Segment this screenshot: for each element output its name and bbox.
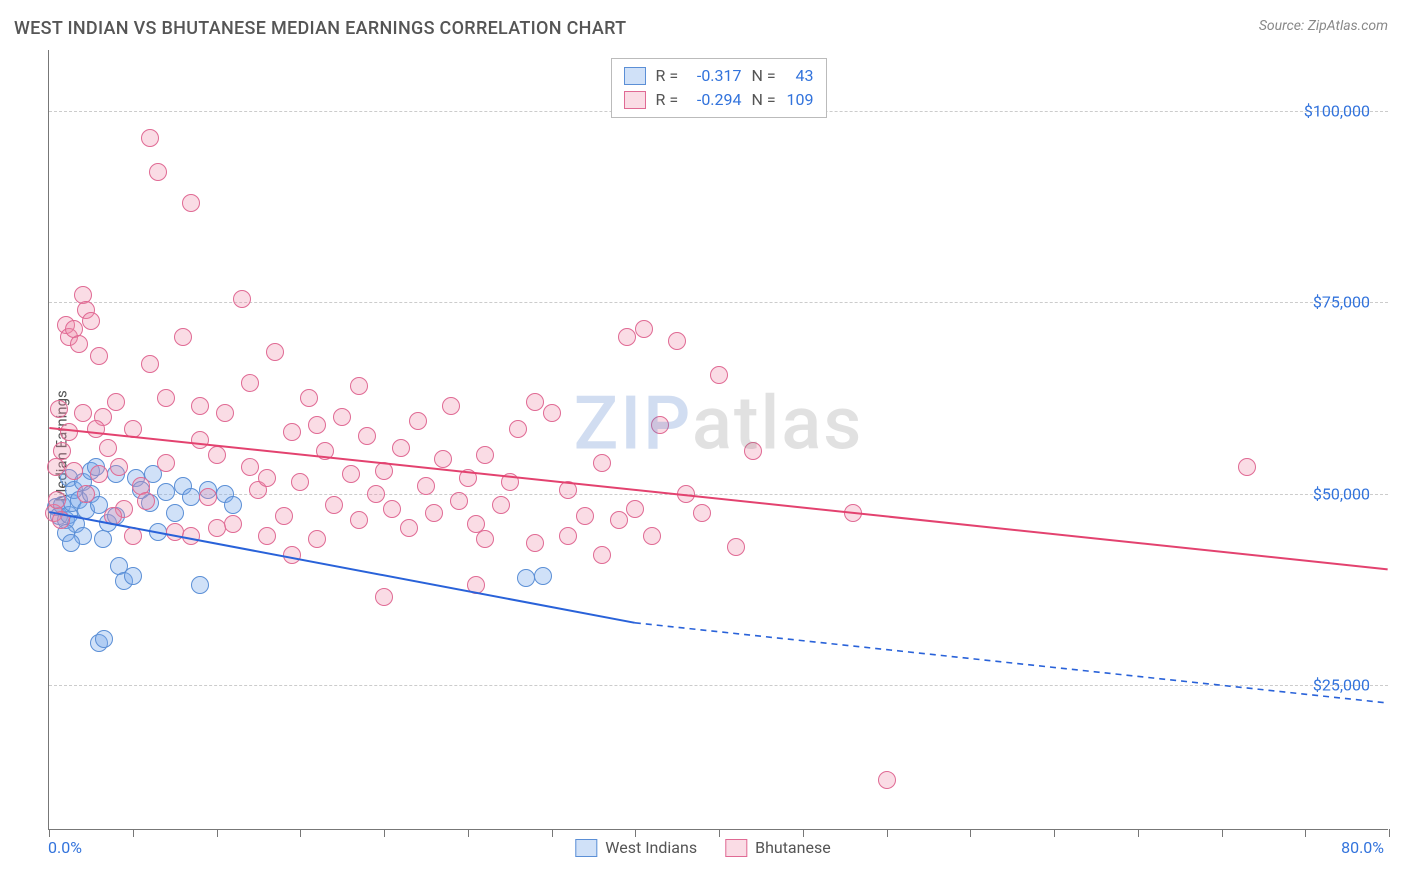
x-tick xyxy=(1054,829,1055,837)
x-axis-min-label: 0.0% xyxy=(48,838,82,857)
legend-swatch-1 xyxy=(575,839,597,857)
chart-title: WEST INDIAN VS BHUTANESE MEDIAN EARNINGS… xyxy=(14,18,626,39)
x-tick xyxy=(133,829,134,837)
stat-n-value-2: 109 xyxy=(778,88,814,112)
x-tick xyxy=(970,829,971,837)
stat-n-label: N = xyxy=(752,88,778,112)
x-tick xyxy=(300,829,301,837)
x-tick xyxy=(1305,829,1306,837)
x-tick xyxy=(384,829,385,837)
swatch-series-1 xyxy=(624,67,646,85)
stats-row-series-1: R =-0.317 N =43 xyxy=(624,64,814,88)
x-tick xyxy=(887,829,888,837)
stats-row-series-2: R =-0.294 N =109 xyxy=(624,88,814,112)
stat-n-value-1: 43 xyxy=(778,64,814,88)
regression-lines-layer xyxy=(49,50,1388,829)
bottom-legend: West Indians Bhutanese xyxy=(575,838,830,857)
x-tick xyxy=(217,829,218,837)
legend-label-2: Bhutanese xyxy=(755,838,831,857)
legend-item-2: Bhutanese xyxy=(725,838,831,857)
stat-r-value-1: -0.317 xyxy=(682,64,742,88)
plot-area: R =-0.317 N =43 R =-0.294 N =109 ZIPatla… xyxy=(48,50,1388,830)
x-tick xyxy=(719,829,720,837)
source-attribution: Source: ZipAtlas.com xyxy=(1259,18,1388,34)
x-tick xyxy=(803,829,804,837)
x-tick xyxy=(1222,829,1223,837)
stat-r-label: R = xyxy=(656,88,682,112)
x-tick xyxy=(635,829,636,837)
regression-line xyxy=(635,623,1388,703)
x-tick xyxy=(49,829,50,837)
regression-line xyxy=(49,512,634,623)
x-axis-max-label: 80.0% xyxy=(1341,838,1384,857)
x-tick xyxy=(1138,829,1139,837)
stat-r-label: R = xyxy=(656,64,682,88)
correlation-stats-box: R =-0.317 N =43 R =-0.294 N =109 xyxy=(611,58,827,118)
x-tick xyxy=(552,829,553,837)
source-name: ZipAtlas.com xyxy=(1308,18,1388,34)
stat-n-label: N = xyxy=(752,64,778,88)
stat-r-value-2: -0.294 xyxy=(682,88,742,112)
swatch-series-2 xyxy=(624,91,646,109)
legend-item-1: West Indians xyxy=(575,838,697,857)
x-tick xyxy=(1389,829,1390,837)
x-tick xyxy=(468,829,469,837)
legend-label-1: West Indians xyxy=(605,838,697,857)
regression-line xyxy=(49,428,1387,569)
legend-swatch-2 xyxy=(725,839,747,857)
source-prefix: Source: xyxy=(1259,18,1308,34)
